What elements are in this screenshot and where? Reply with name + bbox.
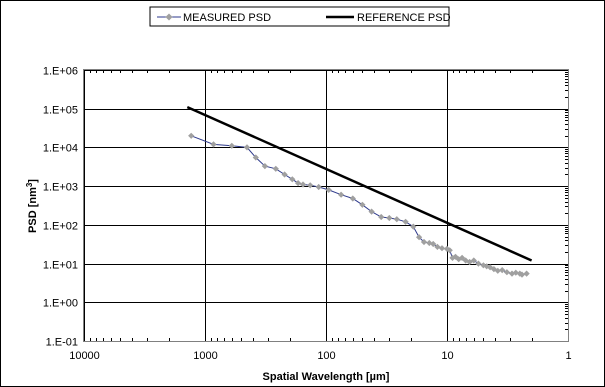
measured-psd-point bbox=[475, 260, 482, 267]
y-tick-label: 1.E+06 bbox=[43, 66, 78, 78]
tick-marks bbox=[90, 70, 568, 341]
legend-box bbox=[149, 6, 450, 27]
measured-psd-point bbox=[188, 132, 195, 139]
x-tick-label: 10000 bbox=[69, 350, 100, 362]
measured-psd-point bbox=[503, 269, 511, 276]
y-tick-label: 1.E+02 bbox=[43, 221, 78, 233]
y-axis-title: PSD [nm3] bbox=[25, 179, 39, 233]
measured-psd-point bbox=[210, 141, 217, 148]
x-tick-label: 10 bbox=[441, 350, 453, 362]
measured-psd-point bbox=[261, 162, 269, 170]
y-tick-label: 1.E-01 bbox=[46, 337, 78, 349]
measured-psd-point bbox=[228, 142, 235, 149]
measured-psd-point bbox=[243, 144, 251, 151]
legend-label-measured: MEASURED PSD bbox=[183, 12, 271, 24]
y-tick-label: 1.E+01 bbox=[43, 260, 78, 272]
x-tick-labels: 10000 1000 100 10 1 bbox=[69, 350, 571, 362]
x-tick-label: 100 bbox=[317, 350, 335, 362]
y-axis-title-sup: 3 bbox=[25, 182, 34, 187]
legend-swatch-measured-marker bbox=[165, 13, 173, 21]
measured-psd-point bbox=[410, 223, 417, 230]
measured-psd-point bbox=[494, 267, 501, 274]
measured-psd-point bbox=[294, 179, 302, 187]
legend-label-reference: REFERENCE PSD bbox=[357, 12, 451, 24]
measured-psd-point bbox=[470, 257, 477, 264]
x-axis-title: Spatial Wavelength [µm] bbox=[263, 371, 390, 383]
reference-psd-line bbox=[186, 105, 533, 262]
y-tick-labels: 1.E-01 1.E+00 1.E+01 1.E+02 1.E+03 1.E+04 1.E+… bbox=[43, 66, 78, 349]
grid-lines bbox=[84, 70, 569, 342]
legend: MEASURED PSD REFERENCE PSD bbox=[149, 6, 451, 27]
y-tick-label: 1.E+05 bbox=[43, 105, 78, 117]
y-tick-label: 1.E+04 bbox=[43, 143, 78, 155]
x-tick-label: 1 bbox=[565, 350, 571, 362]
measured-psd-point bbox=[499, 266, 506, 274]
plot-area-border bbox=[83, 69, 569, 342]
x-tick-label: 1000 bbox=[193, 350, 217, 362]
y-axis-title-end: ] bbox=[27, 179, 39, 183]
y-tick-label: 1.E+00 bbox=[43, 298, 78, 310]
y-axis-title-main: PSD [nm bbox=[27, 187, 39, 233]
measured-psd-point bbox=[368, 208, 375, 215]
y-tick-label: 1.E+03 bbox=[43, 182, 78, 194]
